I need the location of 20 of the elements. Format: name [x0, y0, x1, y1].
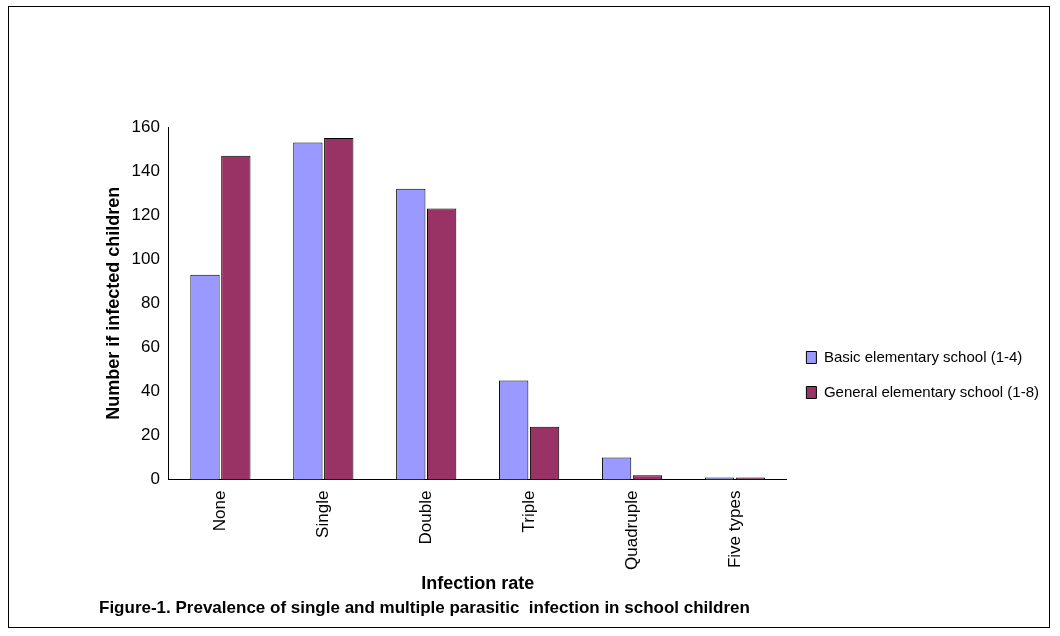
x-tick-label: Five types	[724, 490, 744, 569]
y-tick-label: 20	[141, 425, 160, 445]
y-tick-label: 120	[131, 204, 160, 224]
y-tick-label: 0	[150, 469, 160, 489]
x-tick-label: None	[210, 490, 230, 532]
x-tick-label: Single	[313, 490, 333, 538]
y-tick-label: 40	[141, 381, 160, 401]
y-tick-label: 60	[141, 337, 160, 357]
x-axis-title: Infection rate	[421, 572, 535, 593]
y-tick-label: 140	[131, 160, 160, 180]
legend-label: Basic elementary school (1-4)	[823, 347, 1023, 365]
legend-label: General elementary school (1-8)	[823, 382, 1040, 400]
text: Figure-1. Prevalence of single and multiple parasitic infection in school children	[99, 598, 750, 618]
y-tick-label: 160	[131, 116, 160, 136]
y-tick-label: 100	[131, 248, 160, 268]
x-tick-label: Quadruple	[621, 490, 641, 570]
x-tick-label: Double	[415, 490, 435, 545]
x-tick-label: Triple	[518, 490, 538, 533]
y-axis-title: Number if infected children	[102, 186, 123, 420]
y-tick-label: 80	[141, 292, 160, 312]
